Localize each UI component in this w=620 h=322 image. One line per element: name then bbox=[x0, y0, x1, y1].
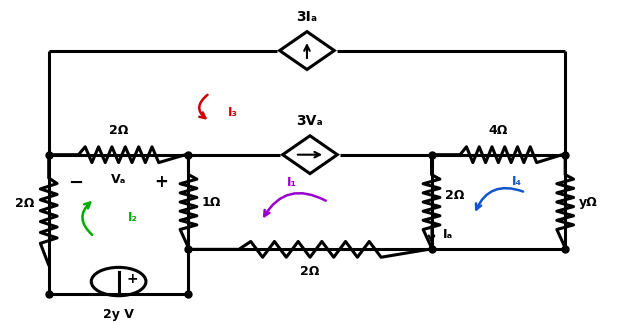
Text: I₁: I₁ bbox=[287, 176, 297, 189]
Text: 2y V: 2y V bbox=[103, 308, 134, 321]
Text: −: − bbox=[69, 174, 84, 192]
Text: 3Vₐ: 3Vₐ bbox=[296, 114, 324, 128]
Text: 2Ω: 2Ω bbox=[445, 189, 464, 202]
Text: I₂: I₂ bbox=[128, 211, 138, 224]
Text: +: + bbox=[154, 173, 168, 191]
Text: I₃: I₃ bbox=[228, 106, 238, 118]
Text: 4Ω: 4Ω bbox=[489, 124, 508, 137]
Text: 2Ω: 2Ω bbox=[109, 124, 128, 137]
Text: yΩ: yΩ bbox=[578, 195, 597, 209]
Text: Iₐ: Iₐ bbox=[443, 228, 453, 241]
Text: I₄: I₄ bbox=[512, 175, 521, 188]
Text: Vₐ: Vₐ bbox=[111, 173, 126, 186]
Text: 2Ω: 2Ω bbox=[300, 265, 320, 278]
Text: 3Iₐ: 3Iₐ bbox=[296, 10, 317, 24]
Text: 2Ω: 2Ω bbox=[15, 197, 34, 210]
Text: +: + bbox=[126, 272, 138, 286]
Text: 1Ω: 1Ω bbox=[202, 195, 221, 209]
